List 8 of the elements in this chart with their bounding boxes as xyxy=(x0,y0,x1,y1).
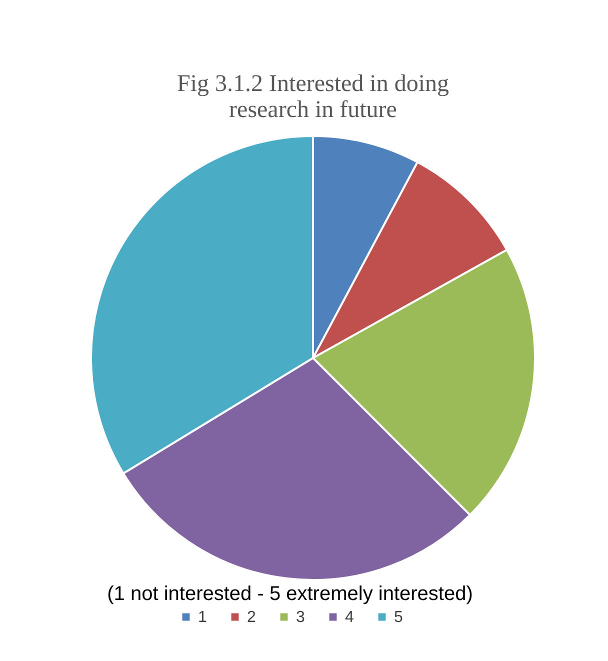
legend-label: 4 xyxy=(345,609,354,626)
legend-label: 5 xyxy=(394,609,403,626)
legend-label: 3 xyxy=(296,609,305,626)
legend-title: (1 not interested - 5 extremely interested) xyxy=(107,583,473,605)
text: Fig 3.1.2 Interested in doing xyxy=(177,71,449,97)
legend-label: 2 xyxy=(247,609,256,626)
text: research in future xyxy=(229,97,397,123)
legend-label: 1 xyxy=(198,609,207,626)
